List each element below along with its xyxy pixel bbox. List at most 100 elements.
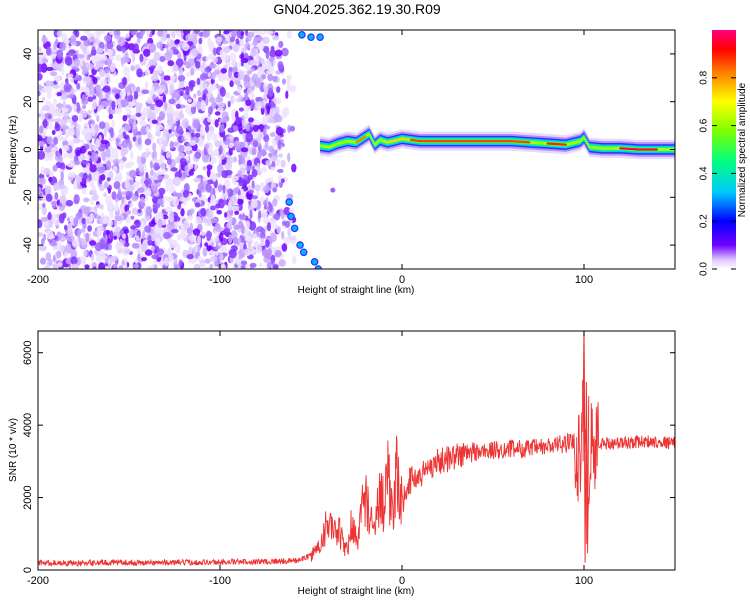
noise-blob (244, 42, 251, 50)
noise-blob (93, 174, 100, 182)
noise-blob (38, 203, 43, 211)
noise-blob (85, 154, 91, 160)
noise-blob (235, 38, 240, 45)
noise-blob (190, 67, 195, 76)
noise-blob (169, 84, 175, 95)
noise-blob (48, 176, 53, 183)
noise-blob (67, 222, 73, 233)
noise-blob (89, 164, 97, 173)
noise-blob (54, 123, 61, 132)
noise-blob (188, 229, 192, 236)
noise-blob (80, 139, 85, 144)
noise-blob (243, 161, 248, 168)
signal-core (546, 142, 567, 146)
x-tick-label: -200 (27, 575, 49, 587)
noise-blob (111, 191, 117, 200)
noise-blob (263, 200, 267, 206)
noise-blob (76, 102, 80, 112)
noise-blob (106, 160, 112, 171)
noise-blob (124, 105, 129, 111)
noise-blob (176, 31, 182, 38)
noise-blob (103, 130, 107, 138)
noise-blob (240, 260, 248, 266)
noise-blob (118, 102, 122, 112)
noise-blob (195, 60, 201, 69)
noise-blob (199, 261, 206, 269)
noise-blob (259, 262, 263, 268)
noise-blob (109, 209, 114, 219)
noise-blob (175, 192, 182, 198)
noise-blob (99, 68, 106, 78)
noise-blob (232, 237, 239, 245)
noise-blob (235, 116, 241, 126)
noise-blob (215, 36, 223, 42)
noise-blob (196, 77, 201, 85)
noise-blob (98, 184, 106, 192)
noise-blob (135, 112, 142, 117)
noise-blob (144, 138, 152, 146)
noise-blob (191, 48, 199, 57)
noise-blob (60, 171, 64, 181)
x-tick-label: 100 (575, 575, 593, 587)
noise-blob (145, 147, 150, 153)
noise-blob (200, 127, 205, 136)
noise-blob (272, 187, 278, 193)
noise-blob (120, 191, 128, 196)
noise-blob (207, 218, 212, 226)
noise-blob (271, 155, 278, 161)
noise-blob (121, 139, 129, 149)
noise-blob (73, 217, 79, 226)
noise-blob (84, 131, 92, 141)
noise-blob (83, 249, 88, 257)
noise-blob (223, 199, 228, 205)
noise-blob (86, 76, 91, 86)
noise-blob (204, 258, 211, 264)
noise-blob (128, 118, 135, 125)
noise-blob (178, 259, 183, 267)
noise-blob (207, 72, 211, 78)
noise-blob (209, 62, 217, 69)
noise-blob (105, 195, 112, 206)
noise-blob (282, 220, 287, 226)
noise-blob (253, 233, 257, 240)
noise-blob (212, 133, 218, 142)
noise-blob (47, 151, 54, 162)
noise-blob (251, 169, 258, 178)
noise-blob (245, 99, 252, 107)
noise-blob (278, 259, 287, 267)
noise-blob (198, 140, 202, 146)
noise-blob (136, 68, 143, 78)
noise-blob (104, 60, 108, 66)
noise-blob (151, 254, 159, 260)
noise-blob (50, 71, 58, 77)
noise-blob (167, 237, 173, 244)
noise-blob (111, 100, 116, 111)
noise-blob (144, 69, 151, 76)
noise-blob (129, 169, 137, 178)
noise-blob (207, 117, 213, 123)
noise-edge-point (298, 30, 306, 39)
noise-blob (245, 220, 251, 229)
noise-blob (251, 165, 256, 171)
noise-blob (195, 216, 203, 225)
noise-blob (239, 39, 245, 48)
noise-blob (83, 48, 87, 54)
noise-blob (121, 203, 125, 213)
noise-blob (71, 104, 77, 110)
noise-blob (176, 221, 180, 228)
noise-blob (214, 245, 221, 250)
noise-blob (240, 57, 249, 64)
noise-blob (147, 234, 152, 241)
noise-blob (207, 92, 212, 98)
noise-blob (206, 168, 211, 178)
noise-blob (219, 246, 228, 253)
noise-blob (65, 257, 72, 265)
noise-blob (105, 92, 109, 100)
noise-blob (251, 195, 258, 200)
noise-blob (240, 147, 249, 153)
noise-edge-point (310, 258, 319, 266)
noise-blob (234, 224, 240, 230)
noise-blob (122, 131, 127, 139)
noise-blob (205, 183, 212, 193)
noise-blob (121, 181, 126, 189)
